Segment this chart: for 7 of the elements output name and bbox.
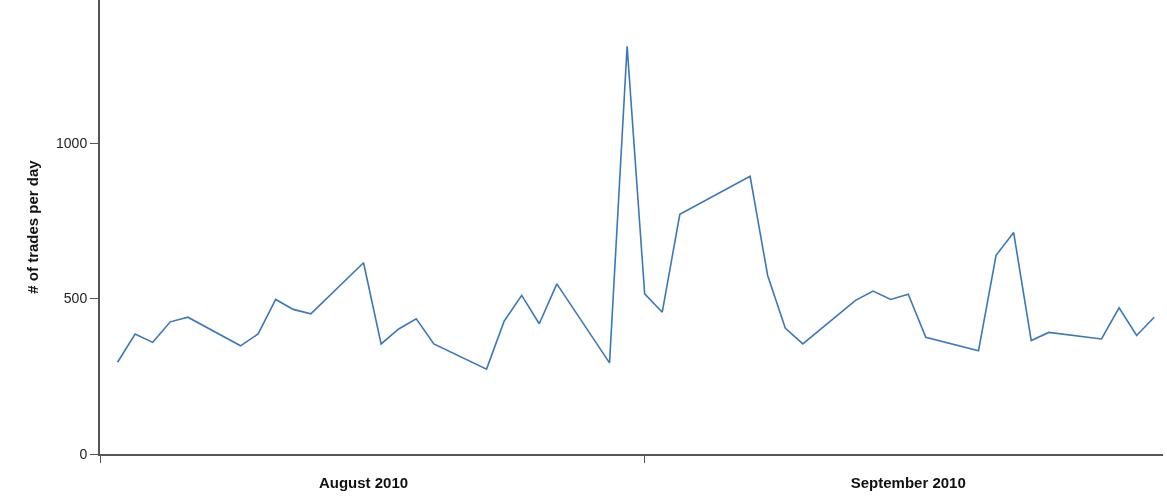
x-tick-label: August 2010 bbox=[318, 474, 409, 491]
x-tick-label: September 2010 bbox=[850, 474, 966, 491]
line-series bbox=[116, 45, 1156, 370]
y-axis-title: # of trades per day bbox=[23, 159, 41, 294]
y-tick-label: 500 bbox=[63, 290, 88, 307]
y-tick-label: 0 bbox=[79, 445, 88, 462]
y-tick-label: 1000 bbox=[56, 134, 88, 151]
